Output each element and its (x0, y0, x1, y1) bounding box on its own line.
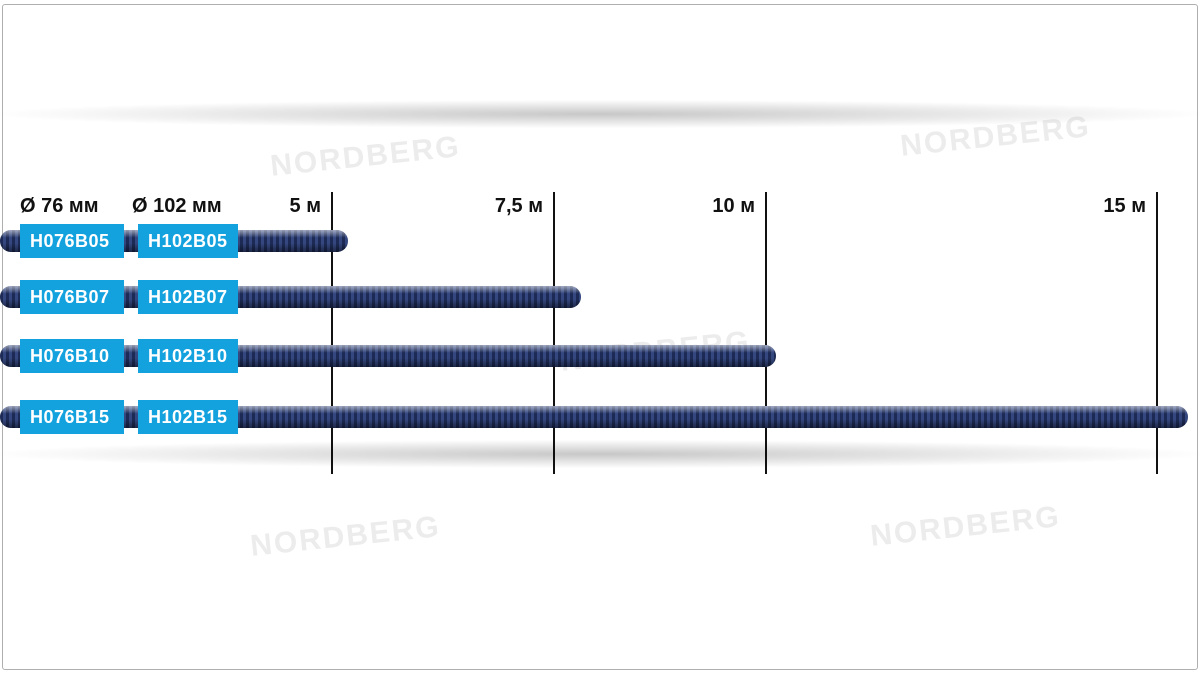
length-label: 7,5 м (483, 195, 543, 218)
length-label: 15 м (1086, 195, 1146, 218)
length-label: 5 м (261, 195, 321, 218)
length-tick (1156, 192, 1158, 474)
product-code-chip: H102B10 (138, 339, 238, 373)
product-code-chip: H076B15 (20, 400, 124, 434)
product-code-chip: H102B07 (138, 280, 238, 314)
length-label: 10 м (695, 195, 755, 218)
product-code-chip: H102B05 (138, 224, 238, 258)
product-code-chip: H102B15 (138, 400, 238, 434)
length-tick (765, 192, 767, 474)
canvas: NORDBERGNORDBERGNORDBERGNORDBERGNORDBERG… (0, 0, 1200, 674)
product-code-chip: H076B05 (20, 224, 124, 258)
image-frame (2, 4, 1198, 670)
diameter-header-102: Ø 102 мм (132, 195, 222, 218)
product-code-chip: H076B07 (20, 280, 124, 314)
length-tick (553, 192, 555, 474)
product-code-chip: H076B10 (20, 339, 124, 373)
diameter-header-76: Ø 76 мм (20, 195, 99, 218)
